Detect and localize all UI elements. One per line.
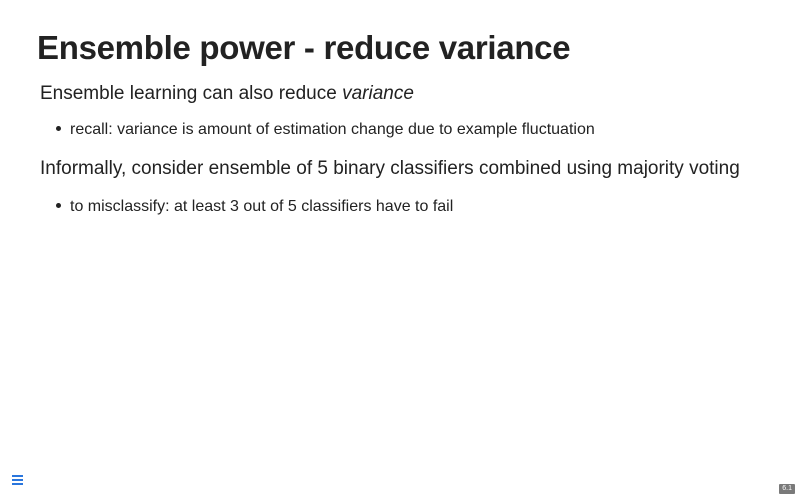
bullet-dot-icon <box>56 126 61 132</box>
paragraph-ensemble-variance: Ensemble learning can also reduce varian… <box>40 83 414 105</box>
menu-line <box>12 483 23 485</box>
emphasis-variance: variance <box>342 83 414 104</box>
menu-line <box>12 475 23 477</box>
slide-title: Ensemble power - reduce variance <box>37 29 571 66</box>
paragraph-text: Ensemble learning can also reduce <box>40 83 343 104</box>
bullet-text: to misclassify: at least 3 out of 5 clas… <box>70 198 454 215</box>
bullet-dot-icon <box>56 203 61 209</box>
slide-number-badge: 6.1 <box>779 484 795 494</box>
hamburger-menu-icon[interactable] <box>11 472 25 486</box>
menu-line <box>12 479 23 481</box>
bullet-item-recall: recall: variance is amount of estimation… <box>56 121 595 139</box>
bullet-item-misclassify: to misclassify: at least 3 out of 5 clas… <box>56 198 453 216</box>
paragraph-informally: Informally, consider ensemble of 5 binar… <box>40 158 740 179</box>
bullet-text: recall: variance is amount of estimation… <box>70 121 595 138</box>
